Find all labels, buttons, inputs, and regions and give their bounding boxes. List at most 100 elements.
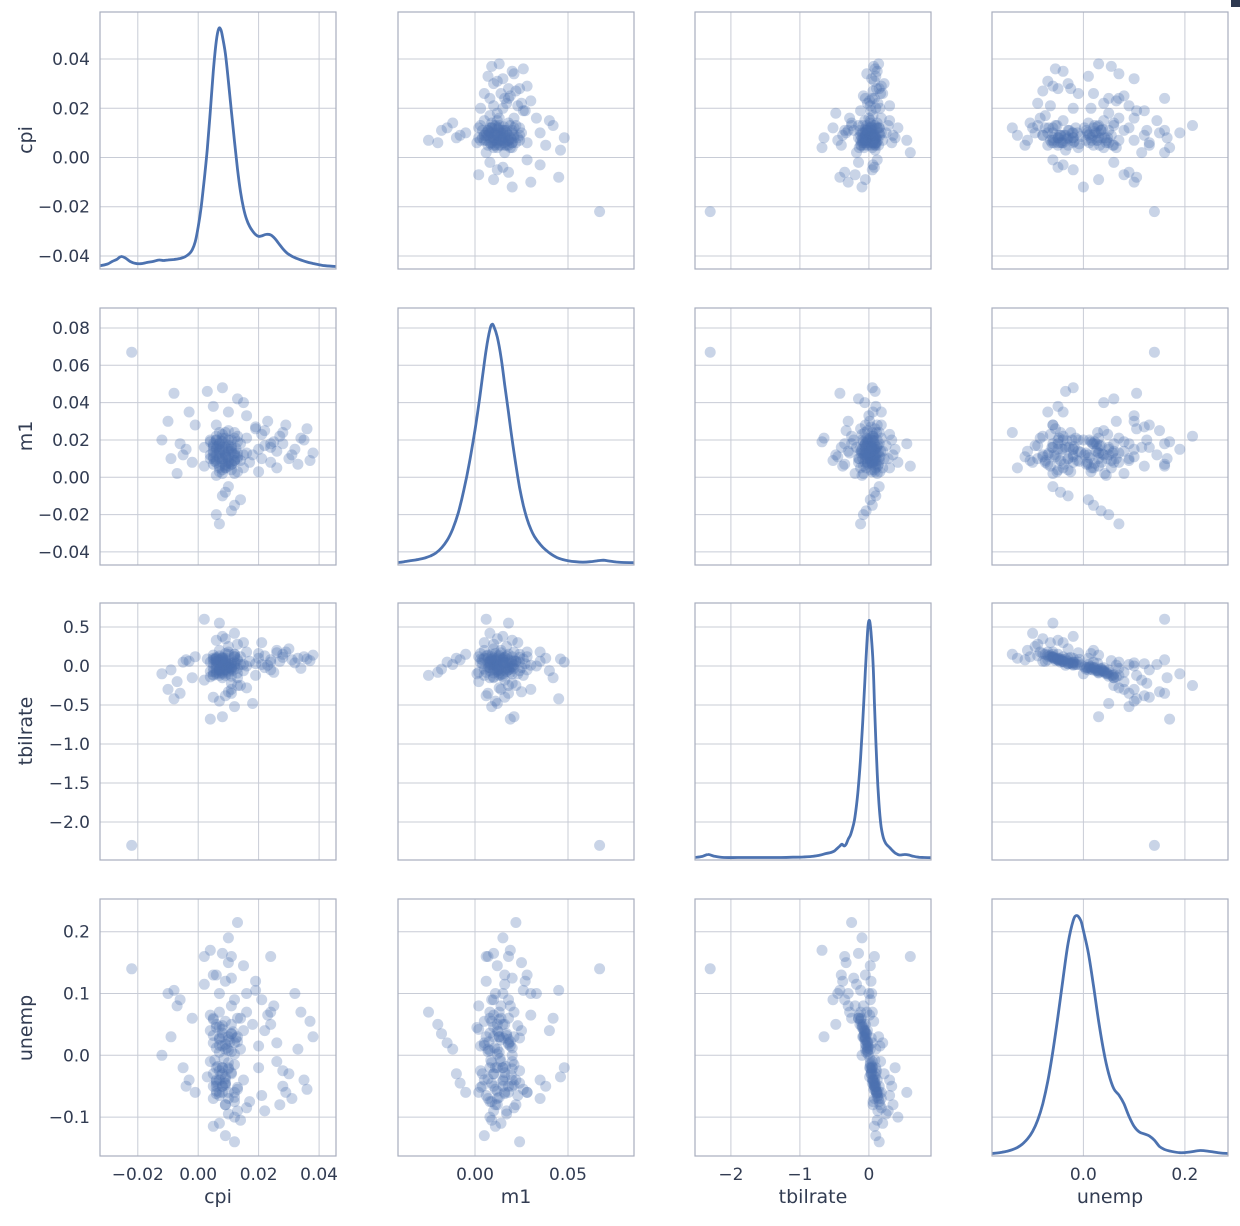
y-tick-label: −2.0 [49,813,90,833]
gridlines [695,308,931,565]
gridlines [992,308,1228,565]
x-axis-label-m1: m1 [500,1186,532,1208]
kde-curve-tbilrate [695,618,931,860]
y-tick-label: 0.04 [52,394,90,414]
cell-tbilrate-unemp [991,602,1229,861]
cell-border [397,11,635,270]
cell-border [991,11,1229,270]
cell-unemp-m1 [397,898,635,1157]
x-tick-label: 0.04 [300,1165,338,1185]
cell-border [694,307,932,566]
cell-cpi-m1 [397,11,635,270]
y-tick-label: 0.04 [52,50,90,70]
y-axis-label-unemp: unemp [15,994,37,1062]
scatter-unemp-vs-tbilrate [704,917,916,1148]
y-tick-label: −0.02 [38,198,90,218]
y-tick-label: 0.0 [63,657,90,677]
scatter-m1-vs-cpi [126,346,319,530]
y-tick-label: 0.0 [63,1046,90,1066]
cell-border [99,898,337,1157]
x-axis-label-tbilrate: tbilrate [778,1186,848,1208]
kde-curve-cpi [100,26,336,268]
x-tick-label: −1 [787,1165,812,1185]
x-tick-label: −0.02 [112,1165,164,1185]
cell-cpi-unemp [991,11,1229,270]
x-tick-label: 0.00 [456,1165,494,1185]
gridlines [992,12,1228,269]
cell-border [99,11,337,270]
gridlines [695,603,931,860]
gridlines [398,308,634,565]
gridlines [398,12,634,269]
gridlines [398,899,634,1156]
scan-artifact [1231,0,1240,7]
x-tick-label: 0.00 [179,1165,217,1185]
cell-m1-unemp [991,307,1229,566]
kde-curve-m1 [398,322,634,565]
gridlines [100,899,336,1156]
x-tick-label: 0.05 [549,1165,587,1185]
scatter-tbilrate-vs-cpi [126,613,319,851]
x-tick-label: −2 [718,1165,743,1185]
x-tick-label: 0 [863,1165,874,1185]
cell-border [694,898,932,1157]
cell-border [397,307,635,566]
scatter-cpi-vs-tbilrate [704,58,916,218]
gridlines [695,899,931,1156]
cell-border [397,602,635,861]
cell-border [694,11,932,270]
cell-border [991,602,1229,861]
cell-cpi-tbilrate [694,11,932,270]
x-axis-label-cpi: cpi [204,1186,232,1208]
x-tick-label: 0.02 [240,1165,278,1185]
cell-tbilrate-m1 [397,602,635,861]
cell-tbilrate-tbilrate [694,602,932,861]
y-tick-label: −0.04 [38,543,90,563]
y-tick-label: 0.08 [52,319,90,339]
gridlines [992,899,1228,1156]
x-tick-label: 0.0 [1070,1165,1097,1185]
cell-unemp-cpi [99,898,337,1157]
y-tick-label: 0.1 [63,985,90,1005]
cell-m1-m1 [397,307,635,566]
y-tick-label: 0.00 [52,468,90,488]
cell-border [99,602,337,861]
y-tick-label: −1.0 [49,735,90,755]
y-axis-label-tbilrate: tbilrate [15,696,37,766]
cell-border [99,307,337,566]
cell-unemp-tbilrate [694,898,932,1157]
y-tick-label: 0.06 [52,356,90,376]
tick-labels: 0.040.020.00−0.02−0.040.080.060.040.020.… [38,50,1198,1185]
scatter-unemp-vs-m1 [423,917,606,1148]
scatter-m1-vs-tbilrate [704,346,916,530]
cell-border [991,898,1229,1157]
x-tick-label: 0.2 [1171,1165,1198,1185]
y-tick-label: −0.5 [49,696,90,716]
gridlines [100,12,336,269]
scatter-cpi-vs-unemp [1006,58,1198,218]
gridlines [100,308,336,565]
x-axis-label-unemp: unemp [1076,1186,1144,1208]
gridlines [398,603,634,860]
scatter-tbilrate-vs-m1 [423,613,606,851]
y-tick-label: 0.02 [52,431,90,451]
cell-m1-cpi [99,307,337,566]
kde-curve-unemp [992,914,1228,1155]
cell-unemp-unemp [991,898,1229,1157]
y-axis-label-cpi: cpi [15,126,37,154]
cell-border [694,602,932,861]
y-axis-label-m1: m1 [15,420,37,452]
cell-cpi-cpi [99,11,337,270]
y-tick-label: −0.02 [38,506,90,526]
cell-border [991,307,1229,566]
cell-m1-tbilrate [694,307,932,566]
scatter-unemp-vs-cpi [126,917,319,1148]
scatter-cpi-vs-m1 [423,58,606,218]
y-tick-label: −1.5 [49,774,90,794]
scatter-tbilrate-vs-unemp [1006,613,1198,851]
cell-border [397,898,635,1157]
y-tick-label: 0.00 [52,148,90,168]
gridlines [695,12,931,269]
